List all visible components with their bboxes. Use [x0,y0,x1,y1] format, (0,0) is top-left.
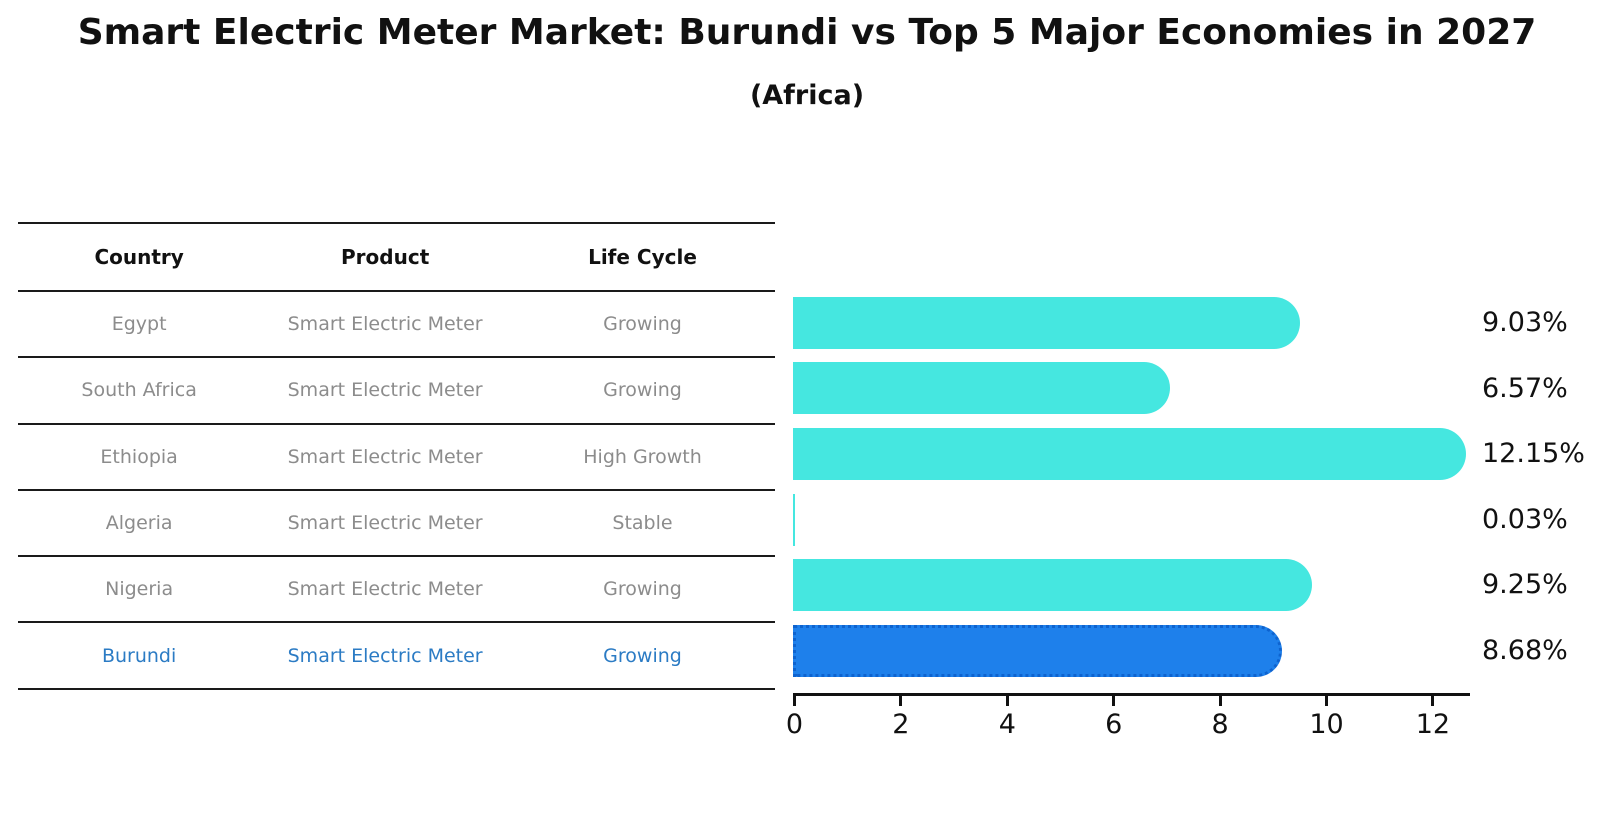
x-tick-label: 10 [1309,709,1344,740]
column-header-country: Country [94,245,184,269]
cell-life-cycle: Growing [603,313,682,336]
bar-burundi [793,624,1282,677]
cell-country: Nigeria [105,578,174,601]
bar-chart: 9.03% 6.57% 12.15% 0.03% 9.25% 8.68% 0 [786,290,1614,823]
bar-row-algeria: 0.03% [793,487,1614,553]
value-label-nigeria: 9.25% [1482,569,1568,601]
cell-product: Smart Electric Meter [287,313,483,336]
cell-product: Smart Electric Meter [287,578,483,601]
bar-row-egypt: 9.03% [793,290,1614,356]
table-row-ethiopia: Ethiopia Smart Electric Meter High Growt… [18,425,775,491]
bar-algeria [793,493,795,546]
tick-mark [793,696,796,706]
cell-product: Smart Electric Meter [287,379,483,402]
value-label-egypt: 9.03% [1482,307,1568,338]
x-tick-label: 12 [1415,709,1451,740]
cell-country: Burundi [101,644,177,667]
x-axis-ticks: 0 2 4 6 8 10 1 [786,693,1470,753]
tick-mark [1112,696,1116,706]
bar-egypt [793,296,1301,349]
bar-row-nigeria: 9.25% [793,552,1614,618]
cell-product: Smart Electric Meter [287,445,483,468]
table-row-nigeria: Nigeria Smart Electric Meter Growing [18,557,775,624]
value-label-algeria: 0.03% [1482,503,1568,535]
x-tick-label: 4 [998,709,1016,740]
cell-life-cycle: Stable [612,512,673,535]
tick-mark [1431,696,1435,706]
table-row-algeria: Algeria Smart Electric Meter Stable [18,491,775,558]
x-axis-line [793,693,1470,696]
x-tick-label: 6 [1105,709,1123,740]
table-row-egypt: Egypt Smart Electric Meter Growing [18,292,775,359]
chart-title: Smart Electric Meter Market: Burundi vs … [77,12,1537,53]
chart-subtitle: (Africa) [749,80,865,111]
bar-nigeria [793,559,1313,612]
value-label-ethiopia: 12.15% [1482,438,1585,470]
cell-life-cycle: Growing [603,379,682,402]
value-label-burundi: 8.68% [1482,634,1568,666]
bar-ethiopia [793,427,1467,480]
x-tick-label: 2 [892,709,910,740]
cell-product: Smart Electric Meter [287,512,483,535]
table-row-burundi: Burundi Smart Electric Meter Growing [18,623,775,690]
tick-mark [899,696,903,706]
table-header-row: Country Product Life Cycle [18,224,775,292]
bar-row-ethiopia: 12.15% [793,421,1614,487]
cell-life-cycle: High Growth [583,445,702,468]
value-label-south-africa: 6.57% [1482,372,1568,404]
tick-mark [1218,696,1222,706]
country-table: Country Product Life Cycle Egypt Smart E… [18,222,775,690]
tick-mark [1005,696,1009,706]
x-tick-label: 8 [1211,709,1229,740]
cell-country: Algeria [105,512,173,535]
column-header-product: Product [341,245,430,269]
cell-country: Ethiopia [100,445,178,468]
cell-product: Smart Electric Meter [287,644,483,667]
tick-mark [1325,696,1328,706]
cell-country: South Africa [81,379,197,402]
cell-country: Egypt [111,313,167,336]
table-row-south-africa: South Africa Smart Electric Meter Growin… [18,358,775,425]
cell-life-cycle: Growing [603,644,682,667]
bar-south-africa [793,362,1170,415]
cell-life-cycle: Growing [603,578,682,601]
bar-row-south-africa: 6.57% [793,356,1614,422]
bar-row-burundi: 8.68% [793,618,1614,684]
column-header-life-cycle: Life Cycle [588,245,697,269]
x-tick-label: 0 [785,709,804,740]
